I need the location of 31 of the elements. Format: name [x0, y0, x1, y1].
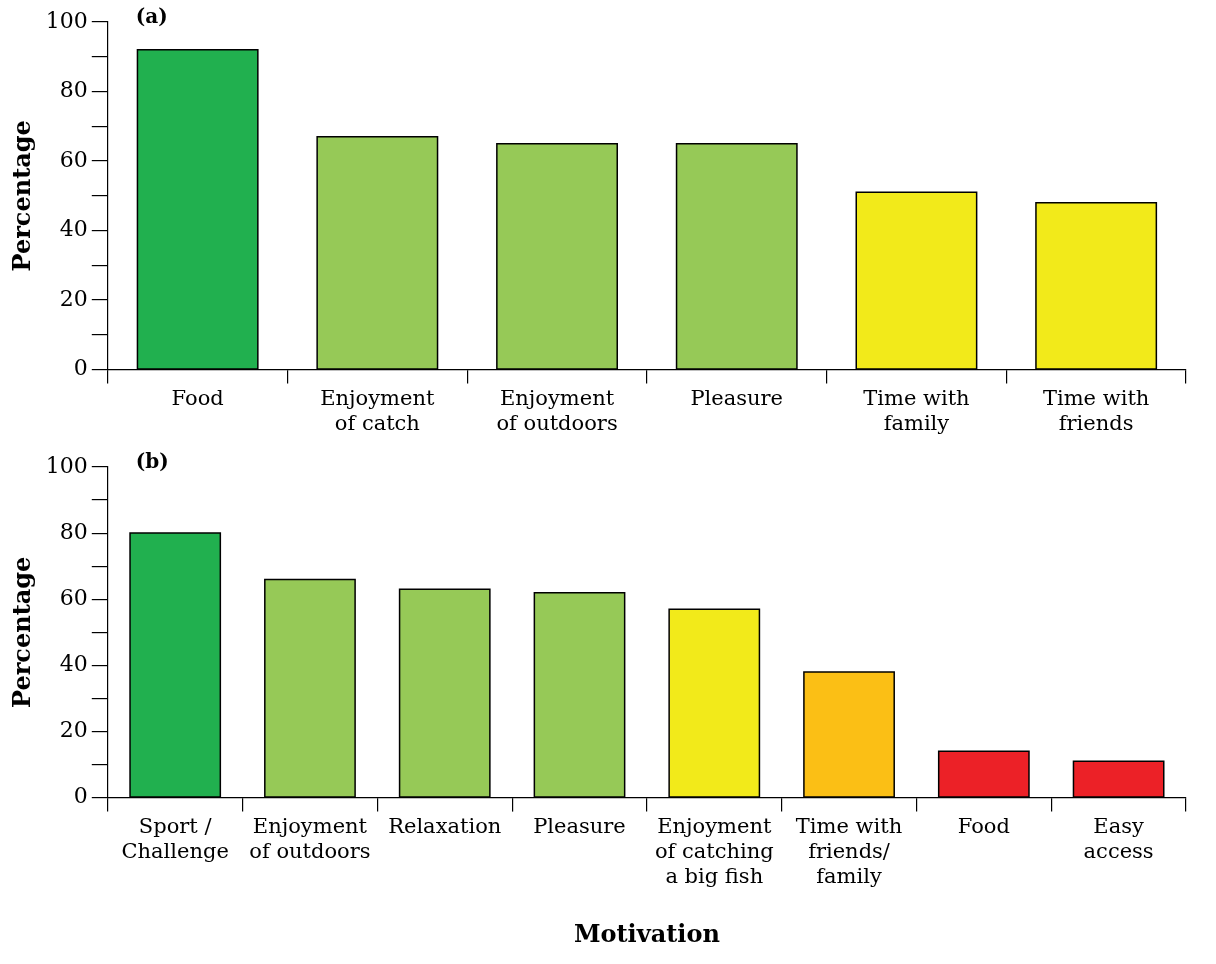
y-tick-label: 60	[59, 146, 88, 172]
y-tick-label: 100	[45, 452, 88, 478]
y-tick-label: 40	[59, 651, 88, 677]
x-tick-label: Time with friends/ family	[795, 813, 903, 889]
y-tick-label: 20	[59, 285, 88, 311]
y-tick-label: 80	[59, 518, 88, 544]
x-tick-label: Food	[171, 385, 224, 410]
y-axis-title: Percentage	[6, 556, 36, 708]
x-tick-label: Relaxation	[388, 813, 502, 838]
y-axis-title: Percentage	[6, 120, 36, 272]
x-tick-label: Enjoyment of catch	[320, 385, 435, 435]
y-tick-label: 0	[73, 355, 88, 381]
x-tick-label: Enjoyment of outdoors	[249, 813, 371, 863]
x-tick-label: Sport / Challenge	[121, 813, 229, 863]
x-tick-label: Pleasure	[533, 813, 626, 838]
x-tick-label: Time with family	[863, 385, 970, 435]
x-axis-title: Motivation	[573, 918, 720, 948]
y-tick-label: 60	[59, 584, 88, 610]
y-tick-label: 100	[45, 7, 88, 33]
x-tick-label: Pleasure	[690, 385, 784, 410]
y-tick-label: 0	[73, 783, 88, 809]
chart-title: (a)	[135, 4, 168, 29]
x-tick-label: Enjoyment of catching a big fish	[654, 813, 774, 889]
y-tick-label: 40	[59, 216, 88, 242]
x-tick-label: Food	[957, 813, 1010, 838]
x-tick-label: Easy access	[1083, 813, 1154, 863]
y-tick-label: 80	[59, 77, 88, 103]
x-tick-label: Enjoyment of outdoors	[496, 385, 618, 435]
x-tick-label: Time with friends	[1042, 385, 1150, 435]
y-tick-label: 20	[59, 717, 88, 743]
chart-title: (b)	[135, 449, 169, 474]
